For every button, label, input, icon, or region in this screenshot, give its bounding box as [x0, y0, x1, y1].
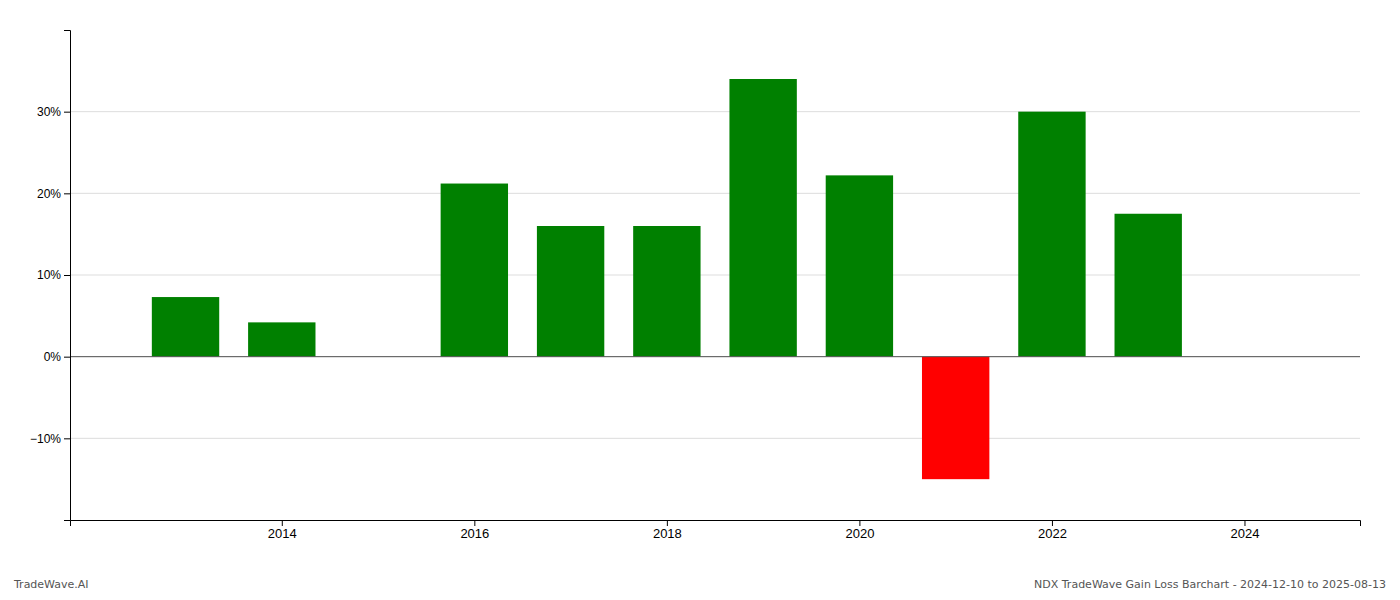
bar	[826, 175, 893, 356]
y-tick-label: 20%	[37, 187, 61, 201]
bar	[922, 357, 989, 480]
y-tick-label: 30%	[37, 105, 61, 119]
grid-line	[70, 438, 1360, 439]
x-tick-label: 2018	[653, 526, 682, 541]
x-tick: 2022	[1038, 520, 1067, 541]
x-axis-line	[71, 521, 1361, 527]
chart-container: 2014 2016 2018 2020 2022 2024 −10% 0% 10% 20% 30% T…	[0, 0, 1400, 600]
grid	[70, 112, 1360, 439]
grid-line	[70, 356, 1360, 357]
grid-line	[70, 111, 1360, 112]
y-axis: −10% 0% 10% 20% 30%	[30, 31, 71, 521]
bar	[729, 79, 796, 357]
x-tick-mark	[859, 520, 860, 526]
x-tick-mark	[282, 520, 283, 526]
y-tick-mark	[64, 275, 70, 276]
x-tick-mark	[1052, 520, 1053, 526]
zero-line	[70, 356, 1360, 357]
bar	[1115, 214, 1182, 357]
y-tick-mark	[64, 357, 70, 358]
y-tick-mark	[64, 112, 70, 113]
y-tick: 0%	[44, 350, 70, 364]
y-tick-label: 0%	[44, 350, 62, 364]
bar	[441, 184, 508, 357]
bar	[248, 322, 315, 356]
y-tick: 20%	[37, 187, 70, 201]
x-tick: 2020	[845, 520, 874, 541]
x-tick: 2016	[460, 520, 489, 541]
grid-line	[70, 193, 1360, 194]
y-tick-label: 10%	[37, 268, 61, 282]
y-tick-label: −10%	[30, 432, 61, 446]
x-tick-label: 2024	[1231, 526, 1260, 541]
x-tick-mark	[667, 520, 668, 526]
x-tick: 2014	[268, 520, 297, 541]
y-tick: 30%	[37, 105, 70, 119]
x-tick: 2024	[1231, 520, 1260, 541]
x-axis: 2014 2016 2018 2020 2022 2024	[71, 520, 1361, 541]
x-tick-label: 2020	[845, 526, 874, 541]
chart-svg: 2014 2016 2018 2020 2022 2024 −10% 0% 10% 20% 30% T…	[0, 0, 1400, 600]
y-tick-mark	[64, 193, 70, 194]
footer-left: TradeWave.AI	[13, 578, 89, 591]
x-tick-mark	[474, 520, 475, 526]
y-tick: −10%	[30, 432, 70, 446]
y-tick-mark	[64, 438, 70, 439]
x-tick-mark	[1244, 520, 1245, 526]
bar	[537, 226, 604, 357]
bar	[1018, 112, 1085, 357]
page: {"chart_data": {"type": "bar", "x": [201…	[0, 0, 1400, 600]
bar	[633, 226, 700, 357]
footer-right: NDX TradeWave Gain Loss Barchart - 2024-…	[1034, 578, 1386, 591]
x-tick-label: 2022	[1038, 526, 1067, 541]
x-tick: 2018	[653, 520, 682, 541]
y-tick: 10%	[37, 268, 70, 282]
bars	[152, 79, 1182, 479]
bar	[152, 297, 219, 357]
x-tick-label: 2016	[460, 526, 489, 541]
x-tick-label: 2014	[268, 526, 297, 541]
y-axis-line	[64, 31, 71, 521]
